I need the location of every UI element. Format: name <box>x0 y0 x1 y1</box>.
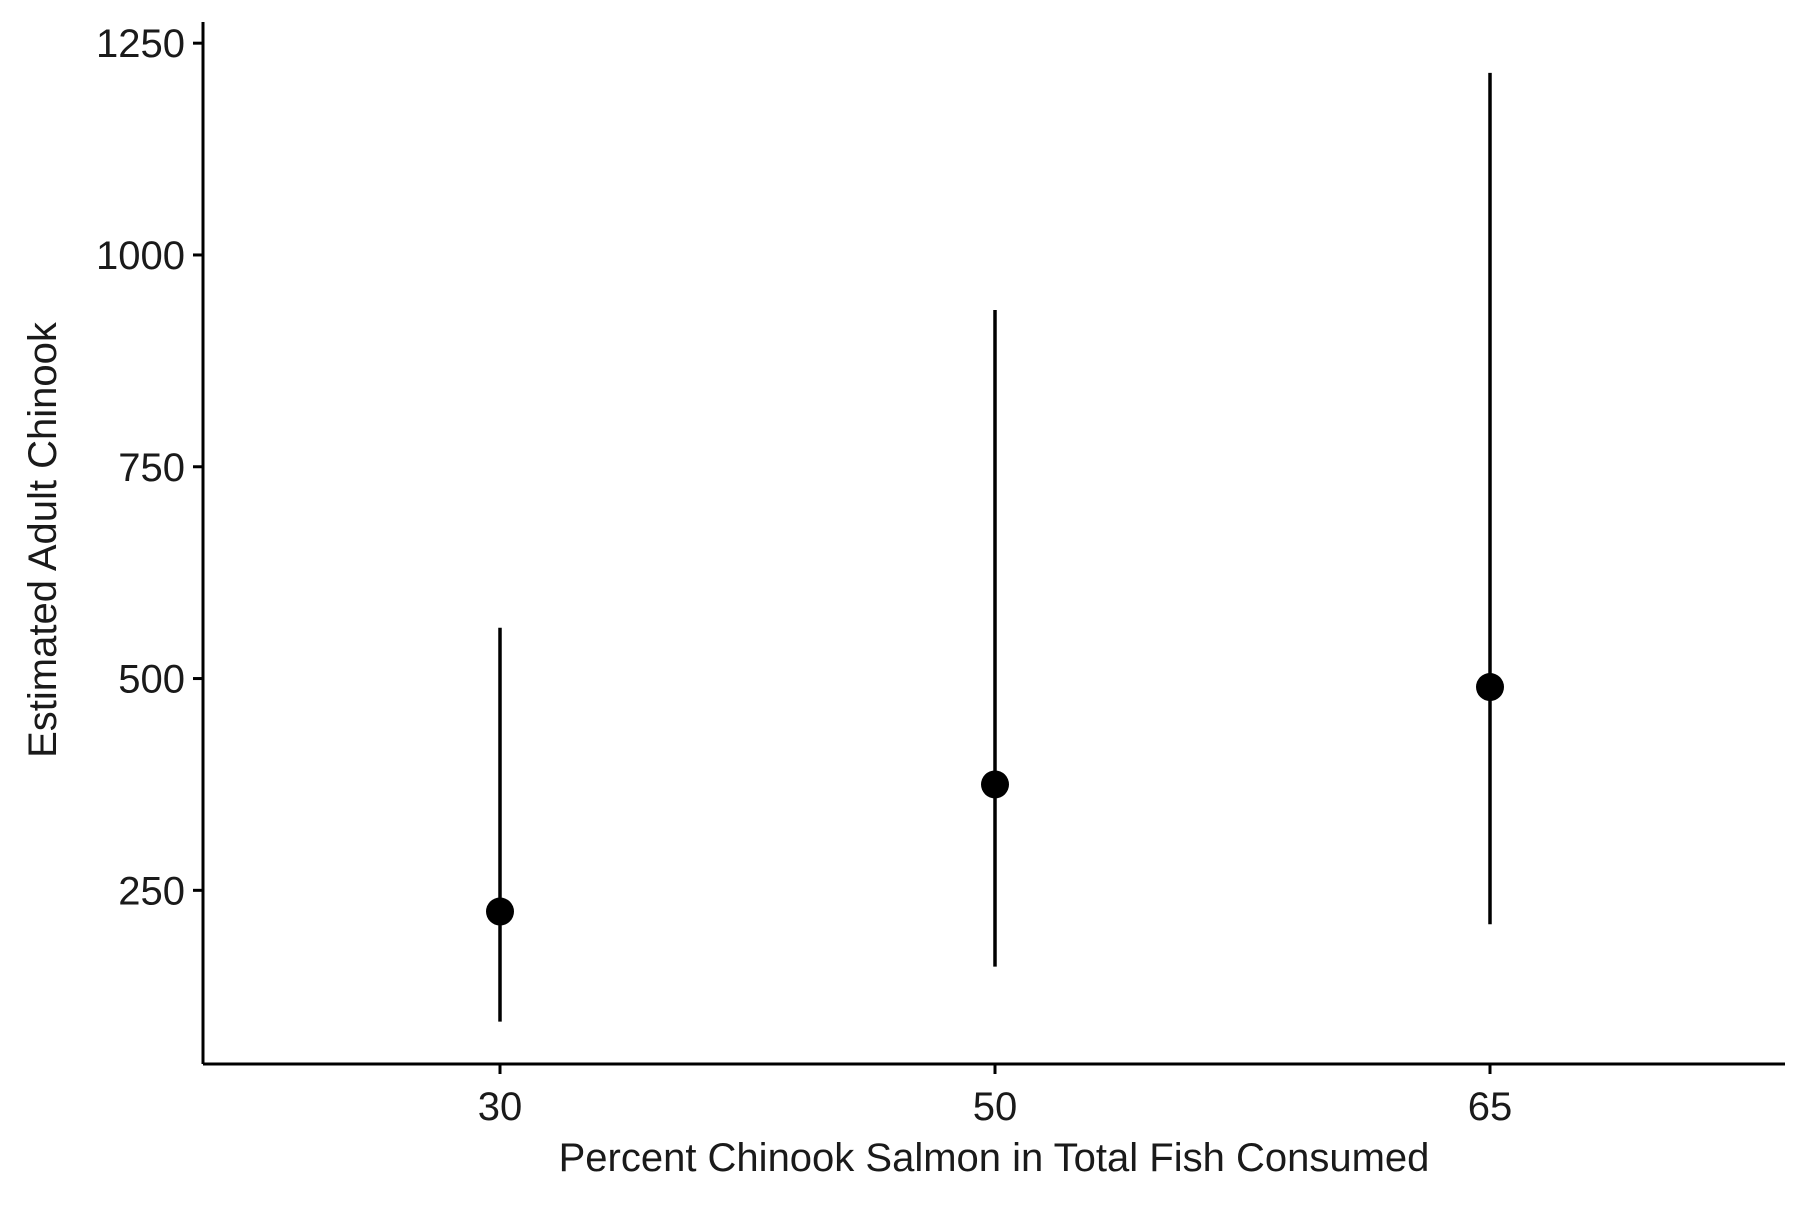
y-tick-label: 1000 <box>96 234 185 278</box>
data-point <box>981 770 1009 799</box>
axes-layer: 250 500 750 1000 1250 30 50 65 <box>96 22 1785 1129</box>
data-point <box>1476 673 1504 702</box>
y-tick-label: 1250 <box>96 22 185 66</box>
y-tick-label: 250 <box>118 869 185 913</box>
y-tick-label: 750 <box>118 446 185 490</box>
y-tick-label: 500 <box>118 658 185 702</box>
x-tick-label: 30 <box>478 1085 523 1129</box>
x-axis-title: Percent Chinook Salmon in Total Fish Con… <box>559 1136 1430 1180</box>
data-point <box>486 897 514 926</box>
y-axis-title: Estimated Adult Chinook <box>21 321 65 758</box>
marks-layer <box>486 72 1504 1022</box>
x-tick-label: 50 <box>973 1085 1018 1129</box>
x-tick-label: 65 <box>1468 1085 1513 1129</box>
